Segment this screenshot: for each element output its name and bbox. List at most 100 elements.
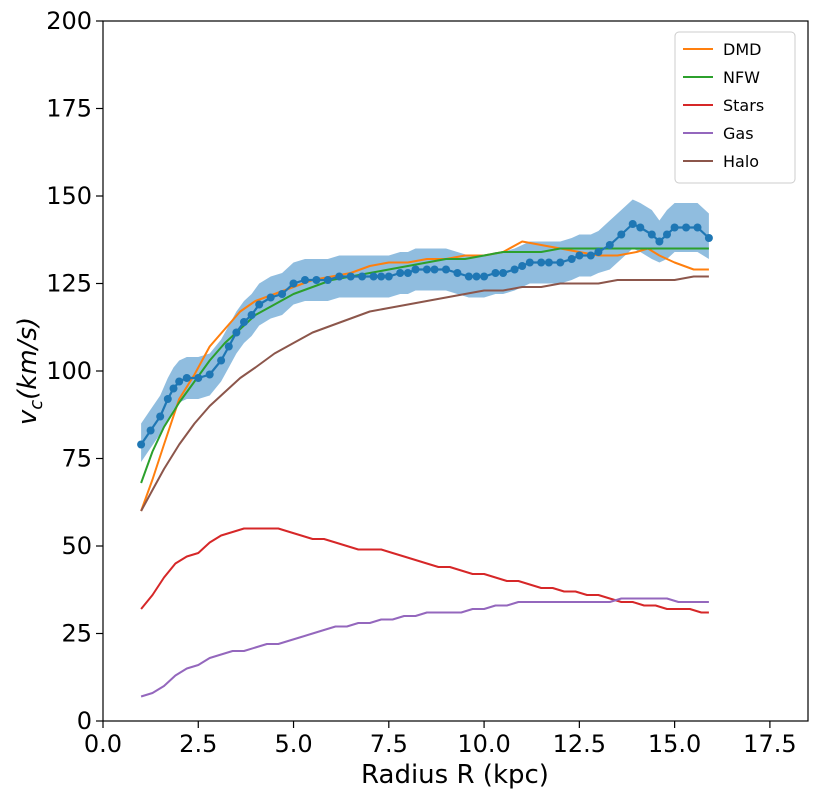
legend-label-stars: Stars	[723, 96, 764, 115]
gas-line	[140, 597, 709, 698]
x-tick-label: 10.0	[457, 730, 510, 758]
observed-point	[169, 384, 178, 393]
observed-point	[247, 311, 256, 319]
observed-point	[586, 251, 595, 260]
halo-line	[140, 275, 709, 512]
observed-point	[384, 272, 393, 281]
y-tick-label: 0	[77, 707, 92, 735]
observed-point	[491, 269, 500, 277]
observed-point	[240, 318, 248, 326]
observed-point	[693, 223, 702, 232]
observed-point	[323, 276, 332, 284]
observed-point	[430, 265, 439, 274]
x-tick-label: 7.5	[370, 730, 408, 758]
observed-point	[358, 272, 367, 281]
x-tick-label: 15.0	[648, 730, 701, 758]
observed-point	[464, 272, 473, 281]
observed-point	[346, 272, 355, 281]
observed-point	[670, 223, 679, 232]
x-tick-label: 0.0	[84, 730, 122, 758]
y-tick-label: 175	[46, 95, 92, 123]
dmd-line	[140, 240, 709, 512]
observed-point	[453, 269, 462, 277]
y-tick-label: 50	[61, 532, 92, 560]
observed-point	[617, 230, 626, 239]
x-axis-title: Radius R (kpc)	[361, 760, 549, 790]
observed-point	[422, 265, 431, 274]
observed-point	[217, 356, 226, 365]
legend-items: DMD NFW Stars Gas Halo	[683, 40, 764, 171]
observed-point	[411, 265, 420, 274]
stars-line	[140, 527, 709, 614]
observed-point	[278, 290, 287, 298]
observed-point	[301, 276, 309, 284]
observed-point	[403, 269, 412, 277]
y-tick-label: 100	[46, 357, 92, 385]
y-tick-label: 150	[46, 182, 92, 210]
observed-point	[518, 262, 527, 270]
legend-box	[674, 31, 796, 184]
observed-point	[335, 272, 344, 281]
observed-point	[163, 395, 172, 403]
y-axis-title-main: v	[13, 409, 43, 425]
legend: DMD NFW Stars Gas Halo	[674, 31, 796, 184]
x-axis-ticks: 0.0 2.5 5.0 7.5 10.0 12.5 15.0 17.5	[84, 721, 797, 758]
observed-point	[175, 377, 184, 386]
observed-point	[655, 237, 664, 246]
observed-point	[636, 223, 645, 232]
observed-point	[289, 279, 298, 288]
observed-point	[605, 241, 614, 249]
legend-label-gas: Gas	[723, 124, 754, 143]
observed-point	[472, 272, 481, 281]
observed-uncertainty-band	[141, 199, 709, 462]
y-axis-ticks: 0 25 50 75 100 125 150 175 200	[46, 7, 103, 735]
observed-point	[628, 220, 637, 228]
observed-point	[205, 370, 214, 379]
observed-point	[510, 265, 519, 274]
legend-label-nfw: NFW	[723, 68, 760, 87]
y-tick-label: 75	[61, 445, 92, 473]
y-axis-title-rest: (km/s)	[13, 317, 43, 400]
observed-point	[525, 258, 534, 267]
observed-point	[396, 269, 405, 277]
legend-label-halo: Halo	[723, 152, 759, 171]
observed-point	[137, 440, 146, 449]
observed-point	[499, 269, 508, 277]
observed-point	[255, 300, 264, 309]
y-axis-title-sub: c	[26, 400, 47, 410]
observed-point	[663, 230, 671, 239]
y-tick-label: 25	[61, 620, 92, 648]
observed-point	[312, 276, 321, 284]
observed-point	[567, 255, 576, 263]
observed-point	[556, 258, 565, 267]
observed-point	[369, 272, 378, 281]
observed-uncertainty-band-layer	[141, 199, 709, 462]
observed-point	[442, 265, 450, 274]
observed-point	[232, 328, 241, 337]
y-tick-label: 200	[46, 7, 92, 35]
observed-point	[544, 258, 553, 267]
x-tick-label: 17.5	[743, 730, 796, 758]
x-tick-label: 5.0	[274, 730, 312, 758]
observed-point	[575, 251, 584, 260]
observed-point	[682, 223, 691, 232]
observed-point	[704, 234, 713, 242]
observed-point	[182, 374, 191, 382]
observed-point	[266, 293, 275, 302]
observed-point	[594, 248, 603, 256]
y-tick-label: 125	[46, 270, 92, 298]
x-tick-label: 2.5	[179, 730, 217, 758]
observed-point	[377, 272, 386, 281]
observed-data-layer	[137, 220, 713, 449]
observed-point	[194, 374, 203, 382]
observed-point	[224, 342, 233, 351]
observed-point	[537, 258, 546, 267]
observed-point	[146, 426, 155, 435]
y-axis-title: vc(km/s)	[13, 317, 47, 425]
observed-point	[156, 412, 165, 421]
observed-point	[480, 272, 489, 281]
legend-label-dmd: DMD	[723, 40, 761, 59]
observed-point	[647, 230, 656, 239]
x-tick-label: 12.5	[553, 730, 606, 758]
